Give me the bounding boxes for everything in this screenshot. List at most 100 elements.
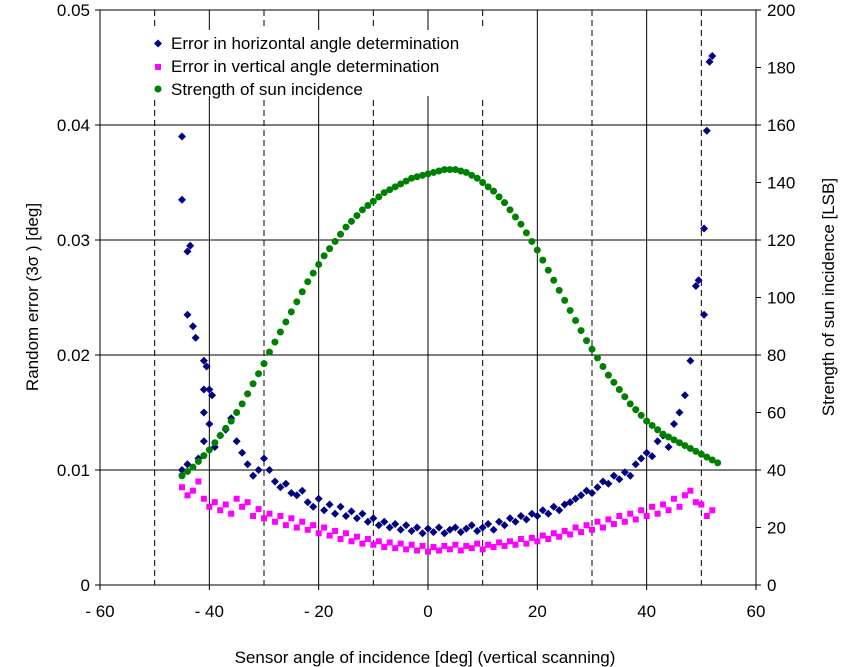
- vertical-error-point-74: [583, 522, 590, 529]
- legend-label-strength: Strength of sun incidence: [171, 80, 363, 99]
- sun-strength-point-45: [424, 170, 432, 178]
- y2-tick-label-9: 180: [767, 59, 795, 78]
- horizontal-error-point-99: [653, 437, 662, 446]
- vertical-error-point-78: [605, 516, 612, 523]
- sun-strength-point-17: [271, 338, 279, 346]
- sun-strength-point-30: [342, 223, 350, 231]
- sun-strength-point-4: [200, 452, 208, 460]
- vertical-error-point-33: [359, 540, 366, 547]
- sun-strength-point-10: [233, 409, 241, 416]
- y2-axis-title: Strength of sun incidence [LSB]: [819, 178, 838, 416]
- horizontal-error-point-104: [680, 391, 689, 400]
- vertical-error-point-53: [468, 545, 475, 552]
- horizontal-error-point-67: [478, 523, 487, 532]
- sun-strength-point-13: [249, 380, 257, 388]
- sun-strength-point-80: [615, 386, 623, 393]
- sun-strength-point-47: [435, 167, 443, 175]
- vertical-error-point-82: [627, 510, 634, 517]
- sun-strength-point-77: [599, 363, 607, 370]
- vertical-error-point-2: [189, 487, 196, 494]
- sun-strength-point-19: [282, 318, 290, 326]
- horizontal-error-point-103: [675, 408, 684, 417]
- horizontal-error-point-83: [566, 498, 575, 507]
- sun-strength-point-36: [375, 193, 383, 201]
- horizontal-error-point-17: [199, 437, 208, 446]
- horizontal-error-point-75: [522, 515, 531, 524]
- vertical-error-point-93: [687, 487, 694, 494]
- sun-strength-point-50: [451, 166, 459, 174]
- horizontal-error-point-39: [325, 500, 334, 509]
- horizontal-error-point-98: [648, 452, 657, 461]
- legend: Error in horizontal angle determination …: [126, 30, 532, 99]
- sun-strength-point-16: [265, 348, 273, 356]
- horizontal-error-point-50: [385, 523, 394, 532]
- horizontal-error-point-42: [342, 512, 350, 520]
- horizontal-error-point-3: [186, 241, 195, 250]
- sun-strength-point-37: [380, 189, 388, 197]
- legend-marker-vertical: [155, 64, 161, 70]
- sun-strength-point-9: [227, 417, 235, 425]
- horizontal-error-point-78: [538, 506, 547, 515]
- vertical-error-point-61: [512, 541, 519, 548]
- vertical-error-point-55: [479, 546, 486, 553]
- vertical-error-point-63: [523, 540, 530, 547]
- vertical-error-point-84: [638, 507, 645, 514]
- horizontal-error-point-88: [593, 483, 602, 492]
- sun-strength-point-6: [211, 439, 219, 447]
- sun-strength-point-62: [517, 220, 525, 228]
- sun-strength-point-96: [703, 453, 711, 461]
- y2-tick-label-5: 100: [767, 289, 795, 308]
- horizontal-error-point-49: [380, 517, 389, 526]
- horizontal-error-point-53: [402, 521, 411, 530]
- vertical-error-point-3: [195, 478, 202, 485]
- sun-strength-point-67: [544, 266, 552, 274]
- vertical-error-point-50: [452, 541, 459, 548]
- sun-strength-point-23: [304, 278, 312, 286]
- vertical-error-point-24: [310, 522, 317, 529]
- horizontal-error-point-80: [549, 502, 558, 511]
- vertical-error-point-58: [496, 539, 503, 546]
- sun-strength-point-43: [413, 173, 421, 181]
- horizontal-error-point-70: [495, 517, 504, 526]
- sun-strength-point-88: [659, 430, 667, 438]
- sun-strength-point-85: [643, 417, 651, 425]
- vertical-error-point-80: [616, 513, 623, 519]
- y2-tick-label-3: 60: [767, 404, 786, 423]
- vertical-error-point-5: [206, 503, 213, 510]
- sun-strength-point-53: [468, 171, 476, 179]
- vertical-error-point-7: [217, 507, 224, 514]
- vertical-error-point-8: [222, 501, 229, 508]
- vertical-error-point-31: [348, 538, 355, 545]
- vertical-error-point-69: [556, 533, 563, 540]
- horizontal-error-point-58: [429, 528, 438, 537]
- x-tick-label-1: - 40: [195, 602, 224, 621]
- sun-strength-point-95: [697, 450, 705, 458]
- sun-strength-point-12: [244, 390, 252, 398]
- vertical-error-point-64: [528, 534, 535, 541]
- horizontal-error-point-60: [440, 529, 449, 538]
- sun-strength-point-25: [315, 260, 323, 268]
- sun-strength-point-55: [479, 179, 487, 186]
- y-tick-label-4: 0.04: [57, 116, 90, 135]
- horizontal-error-point-11: [208, 391, 217, 400]
- vertical-error-point-39: [392, 545, 399, 552]
- vertical-error-point-46: [430, 544, 437, 551]
- sun-strength-point-97: [708, 456, 716, 464]
- vertical-error-point-42: [408, 541, 415, 548]
- horizontal-error-point-92: [615, 475, 624, 484]
- sun-strength-point-32: [353, 212, 361, 220]
- sun-strength-point-27: [326, 245, 334, 253]
- vertical-error-point-21: [293, 524, 300, 531]
- sun-strength-point-71: [566, 306, 574, 314]
- sun-strength-point-48: [440, 166, 448, 174]
- vertical-error-point-13: [250, 513, 257, 519]
- sun-strength-point-91: [675, 439, 683, 447]
- horizontal-error-point-110: [702, 126, 711, 135]
- vertical-error-point-45: [425, 548, 431, 555]
- horizontal-error-point-1: [178, 195, 186, 204]
- horizontal-error-point-46: [363, 517, 372, 526]
- x-tick-label-4: 20: [528, 602, 547, 621]
- sun-strength-point-20: [287, 308, 295, 316]
- vertical-error-point-83: [632, 516, 639, 523]
- vertical-error-point-81: [621, 518, 628, 525]
